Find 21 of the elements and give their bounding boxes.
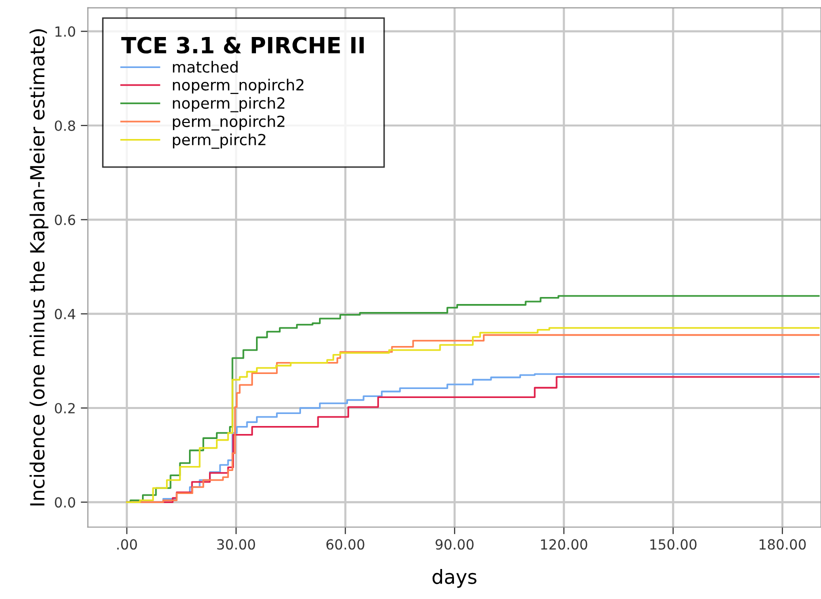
y-axis-title: Incidence (one minus the Kaplan-Meier estimate) [30, 29, 48, 506]
x-tick-label: 90.00 [436, 539, 474, 550]
x-tick-label: .00 [117, 539, 137, 550]
legend-title: TCE 3.1 & PIRCHE II [121, 36, 364, 54]
x-axis-title: days [432, 569, 476, 588]
legend-label: matched [172, 60, 238, 73]
y-tick-label: 0.2 [54, 402, 75, 414]
x-tick-label: 180.00 [760, 539, 806, 550]
y-tick-label: 0.0 [54, 497, 76, 508]
x-tick-label: 120.00 [541, 539, 588, 550]
x-tick-label: 150.00 [650, 539, 697, 550]
legend-label: noperm_nopirch2 [172, 78, 304, 94]
y-tick-label: 0.6 [54, 214, 76, 226]
x-tick-label: 60.00 [326, 539, 364, 550]
y-tick-label: 0.4 [54, 308, 76, 320]
legend-label: perm_nopirch2 [172, 115, 284, 131]
y-tick-label: 0.8 [54, 120, 76, 131]
legend-label: perm_pirch2 [172, 134, 266, 149]
x-tick-label: 30.00 [217, 539, 256, 550]
y-tick-label: 1.0 [55, 26, 76, 37]
legend-label: noperm_pirch2 [172, 97, 284, 112]
